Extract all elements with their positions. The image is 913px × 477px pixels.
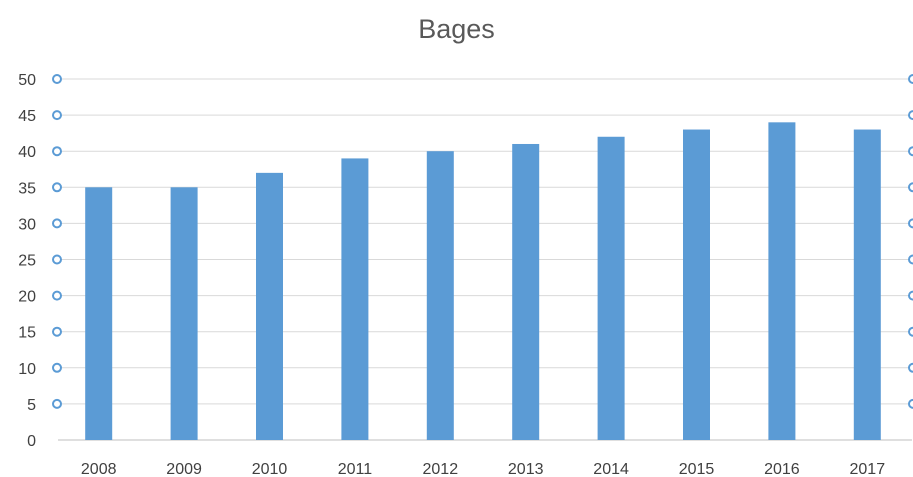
selection-handle-left[interactable]	[52, 398, 62, 409]
selection-handle-right[interactable]	[908, 326, 913, 337]
x-tick-label: 2010	[252, 461, 288, 477]
bar-2012[interactable]	[426, 151, 454, 440]
selection-handle-left[interactable]	[52, 146, 62, 157]
x-tick-label: 2008	[81, 461, 117, 477]
y-tick-label: 10	[18, 361, 36, 378]
x-tick-label: 2014	[593, 461, 629, 477]
selection-handle-right[interactable]	[908, 398, 913, 409]
x-tick-label: 2012	[423, 461, 459, 477]
bar-2008[interactable]	[85, 187, 113, 440]
selection-handle-right[interactable]	[908, 254, 913, 265]
selection-handle-right[interactable]	[908, 362, 913, 373]
bar-2015[interactable]	[683, 129, 710, 441]
bar-2011[interactable]	[341, 158, 369, 441]
selection-handle-left[interactable]	[52, 218, 62, 229]
x-tick-label: 2015	[679, 461, 715, 477]
x-tick-label: 2013	[508, 461, 544, 477]
selection-handle-right[interactable]	[908, 110, 913, 121]
y-tick-label: 35	[18, 180, 36, 197]
selection-handle-left[interactable]	[52, 110, 62, 121]
bar-2009[interactable]	[170, 187, 198, 440]
y-tick-label: 40	[18, 144, 36, 161]
selection-handles[interactable]	[52, 74, 913, 409]
y-tick-label: 25	[18, 253, 36, 270]
x-axis-labels: 2008 2009 2010 2011 2012 2013 2014 2015 2016 2017	[81, 461, 885, 477]
bar-2016[interactable]	[768, 122, 796, 440]
y-tick-label: 15	[18, 325, 36, 342]
selection-handle-right[interactable]	[908, 218, 913, 229]
y-axis-labels: 0 5 10 15 20 25 30 35 40 45 50	[18, 72, 36, 450]
selection-handle-left[interactable]	[52, 362, 62, 373]
y-tick-label: 20	[18, 289, 36, 306]
selection-handle-right[interactable]	[908, 74, 913, 84]
x-tick-label: 2009	[166, 461, 202, 477]
y-tick-label: 5	[27, 397, 36, 414]
bars	[85, 122, 881, 441]
selection-handle-right[interactable]	[908, 290, 913, 301]
chart-title: Bages	[418, 14, 495, 44]
y-tick-label: 0	[27, 433, 36, 450]
x-tick-label: 2016	[764, 461, 800, 477]
y-tick-label: 50	[18, 72, 36, 89]
x-tick-label: 2017	[850, 461, 886, 477]
y-tick-label: 45	[18, 108, 36, 125]
selection-handle-right[interactable]	[908, 146, 913, 157]
bar-2013[interactable]	[512, 143, 540, 441]
x-tick-label: 2011	[338, 461, 373, 477]
selection-handle-right[interactable]	[908, 182, 913, 193]
bar-2017[interactable]	[853, 129, 881, 441]
bar-2010[interactable]	[256, 172, 283, 441]
selection-handle-left[interactable]	[52, 254, 62, 265]
selection-handle-left[interactable]	[52, 290, 62, 301]
bar-2014[interactable]	[597, 136, 625, 440]
selection-handle-left[interactable]	[52, 182, 62, 193]
gridlines	[58, 78, 912, 441]
y-tick-label: 30	[18, 216, 36, 233]
selection-handle-left[interactable]	[52, 74, 62, 84]
selection-handle-left[interactable]	[52, 326, 62, 337]
